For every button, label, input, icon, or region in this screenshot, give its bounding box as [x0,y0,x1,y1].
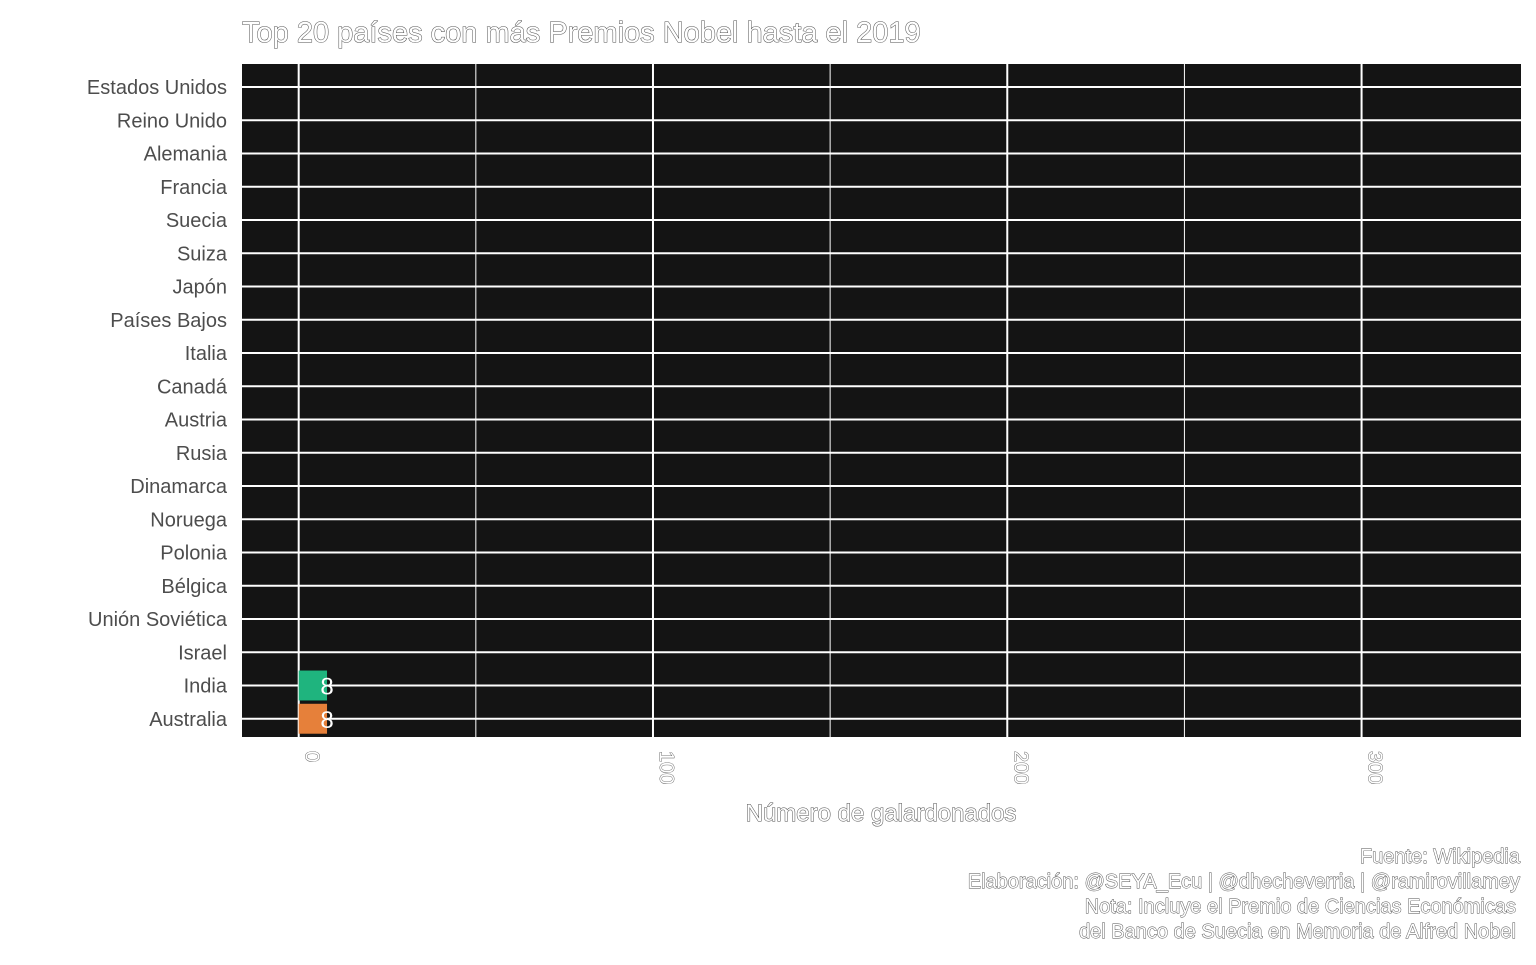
y-tick-label: Reino Unido [117,110,227,132]
y-tick-label: Unión Soviética [88,609,228,631]
y-tick-label: Israel [178,642,227,664]
y-tick-label: Polonia [160,543,228,565]
plot-panel [242,64,1521,737]
grid-lines [242,64,1521,737]
y-tick-label: Dinamarca [130,476,228,498]
data-label: 8 [320,707,333,734]
caption-line-credits: Elaboración: @SEYA_Ecu | @dhecheverria |… [968,871,1520,893]
y-tick-label: Australia [149,709,228,731]
y-tick-label: Alemania [144,144,228,166]
caption-line-source: Fuente: Wikipedia [1360,846,1521,868]
y-tick-label: Japón [173,277,228,299]
x-tick-label: 200 [1009,751,1031,784]
caption-line-note: Nota: Incluye el Premio de Ciencias Econ… [1085,896,1516,918]
x-axis-title: Número de galardonados [746,800,1017,827]
caption-line-note-continued: del Banco de Suecia en Memoria de Alfred… [1079,921,1516,943]
bar-australia [298,703,328,734]
x-axis-ticks: 0 100 200 300 [300,751,1386,785]
chart-title: Top 20 países con más Premios Nobel hast… [242,17,921,49]
x-tick-label: 100 [655,751,677,784]
y-tick-label: Canadá [157,376,228,398]
y-tick-label: Estados Unidos [87,77,227,99]
y-tick-label: Suiza [177,243,228,265]
data-label: 8 [320,674,333,701]
bar-india [298,670,328,701]
y-tick-label: India [184,676,228,698]
bars: 88 [298,670,334,734]
y-axis-labels: Estados Unidos Reino Unido Alemania Francia… [87,77,228,731]
y-tick-label: Italia [185,343,228,365]
y-tick-label: Suecia [166,210,228,232]
y-tick-label: Rusia [176,443,228,465]
y-tick-label: Noruega [150,509,228,531]
y-tick-label: Austria [165,410,228,432]
y-tick-label: Países Bajos [110,310,227,332]
y-tick-label: Bélgica [161,576,227,598]
x-tick-label: 300 [1364,751,1386,784]
caption: Fuente: Wikipedia Elaboración: @SEYA_Ecu… [967,846,1521,944]
x-tick-label: 0 [301,751,323,762]
y-tick-label: Francia [160,177,228,199]
